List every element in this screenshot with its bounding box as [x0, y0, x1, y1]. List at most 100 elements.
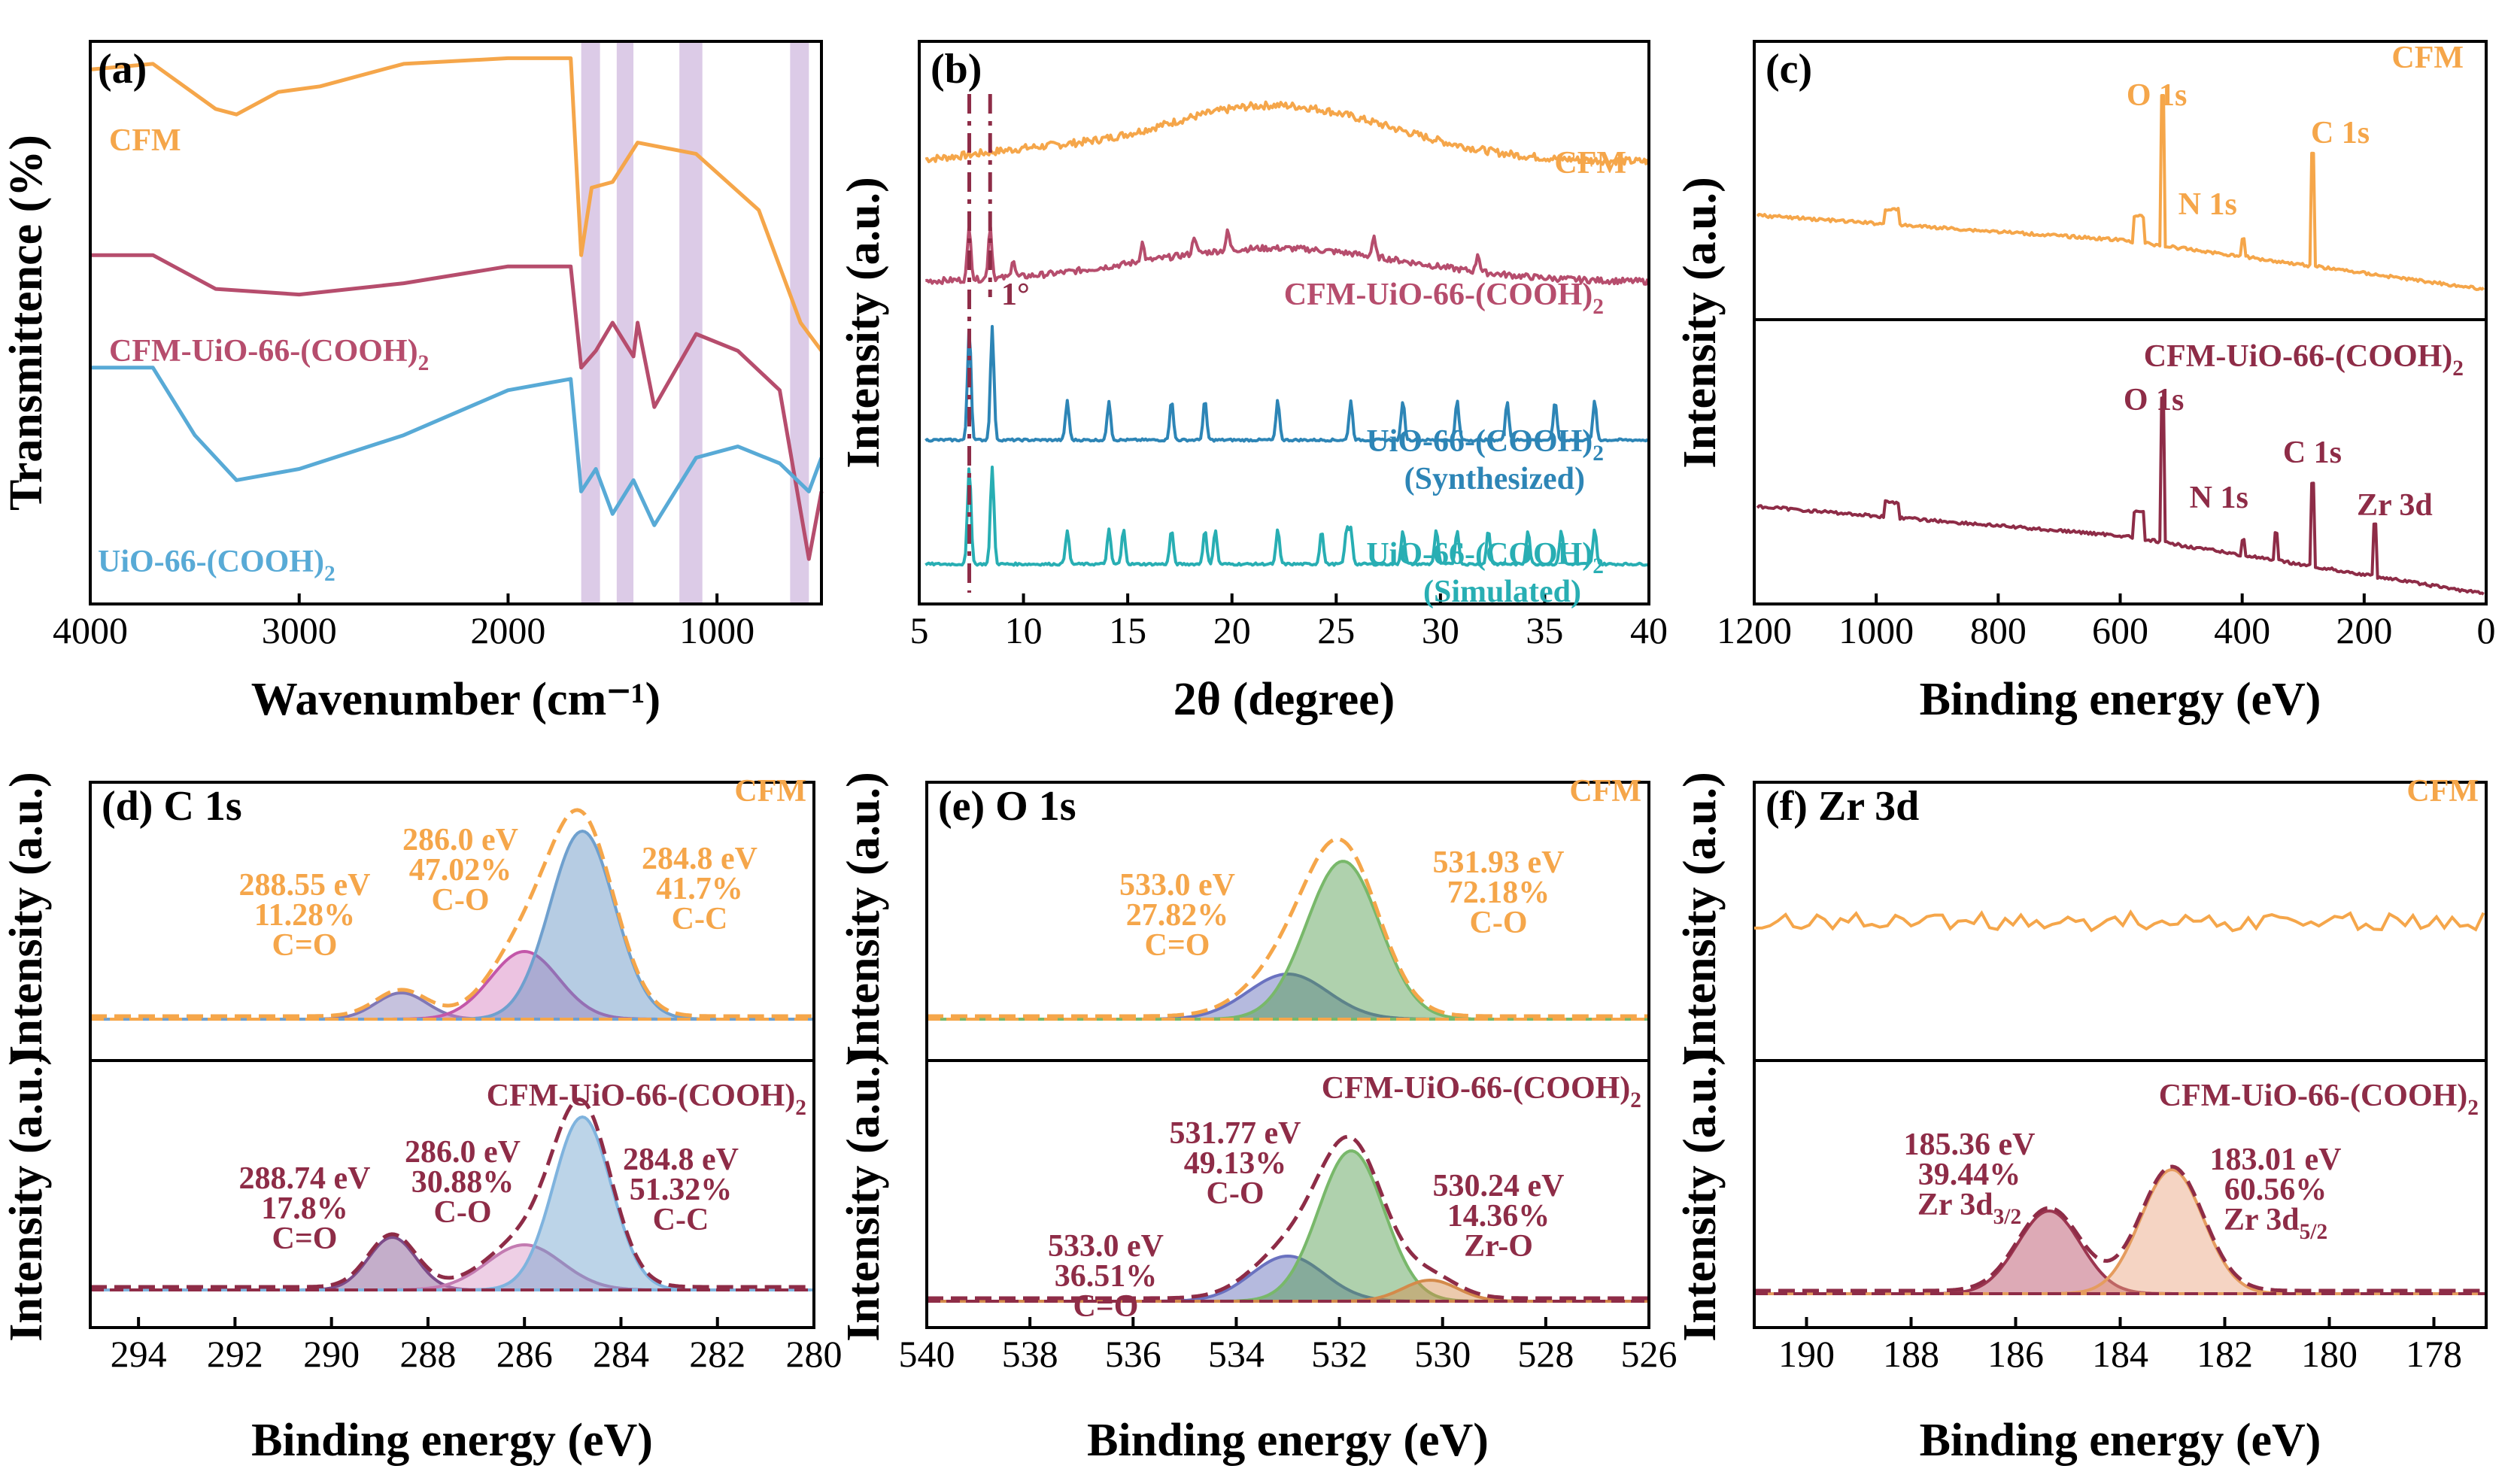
- panel-a-tick-label: 4000: [53, 609, 128, 651]
- panel-e-tick-label: 538: [1002, 1333, 1058, 1375]
- peak-energy: 286.0 eV: [402, 823, 518, 857]
- panel-f-ylabel-bottom: Intensity (a.u.): [1674, 1050, 1726, 1342]
- panel-c-ylabel: Intensity (a.u.): [1674, 177, 1726, 469]
- panel-b-ylabel: Intensity (a.u.): [838, 177, 889, 469]
- peak-fraction: 30.88%: [411, 1165, 515, 1200]
- panel-c-tick-label: 0: [2477, 609, 2496, 651]
- peak-fraction: 11.28%: [254, 898, 355, 933]
- highlight-band: [581, 41, 600, 604]
- fit-component: [90, 1243, 814, 1291]
- peak-fraction: 14.36%: [1447, 1199, 1550, 1234]
- panel-f-zr3d: 190 188 186 184 182 180 178 (f) Zr 3d CFM CFM-UiO…: [1674, 772, 2488, 1466]
- panel-a-frame: [89, 40, 823, 605]
- xrd-line: [925, 226, 1650, 286]
- series-label-synthesized: (Synthesized): [1404, 462, 1585, 496]
- panel-b-tick-label: 10: [1005, 609, 1043, 651]
- peak-energy: 533.0 eV: [1048, 1229, 1164, 1264]
- panel-e-tick-label: 540: [899, 1333, 955, 1375]
- panel-a-label: (a): [98, 46, 147, 93]
- xrd-line: [925, 325, 1649, 443]
- panel-b-tick-label: 20: [1213, 609, 1251, 651]
- panel-e-xlabel: Binding energy (eV): [1087, 1415, 1489, 1466]
- peak-bond: C-O: [432, 883, 490, 918]
- panel-c-xlabel: Binding energy (eV): [1920, 674, 2321, 725]
- peak-energy: 284.8 eV: [623, 1143, 739, 1177]
- panel-b-xrd: 5 10 15 20 25 30 35 40 (b) 1° CFM CFM-UiO-66-(COOH)…: [838, 40, 1668, 725]
- panel-d-ylabel-top: Intensity (a.u.): [1, 772, 52, 1064]
- panel-d-tick-label: 282: [689, 1333, 745, 1375]
- series-label-cfm: CFM: [2391, 41, 2464, 75]
- series-label-cfm-uio: CFM-UiO-66-(COOH)2: [487, 1079, 806, 1120]
- peak-energy: 533.0 eV: [1119, 868, 1235, 903]
- panel-d-tick-label: 286: [496, 1333, 553, 1375]
- peak-fraction: 47.02%: [409, 853, 512, 888]
- peak-fraction: 60.56%: [2224, 1173, 2327, 1207]
- fit-envelope: [1754, 1164, 2484, 1293]
- panel-b-tick-label: 30: [1422, 609, 1459, 651]
- peak-energy: 531.77 eV: [1170, 1116, 1301, 1151]
- peak-bond: C=O: [1073, 1289, 1139, 1324]
- ftir-line: [90, 56, 824, 352]
- peak-fraction: 36.51%: [1055, 1259, 1158, 1294]
- peak-bond: C=O: [272, 1221, 338, 1256]
- series-label-cfm: CFM: [109, 123, 181, 158]
- peak-energy: 530.24 eV: [1433, 1169, 1565, 1203]
- panel-d-ylabel-bottom: Intensity (a.u.): [1, 1050, 52, 1342]
- peak-energy: 531.93 eV: [1433, 845, 1565, 880]
- panel-f-xlabel: Binding energy (eV): [1920, 1415, 2321, 1466]
- xrd-line: [925, 466, 1648, 567]
- ftir-line: [90, 253, 824, 561]
- ftir-line: [90, 366, 824, 527]
- panel-d-label: (d) C 1s: [102, 783, 242, 830]
- peak-fraction: 51.32%: [630, 1173, 733, 1207]
- panel-d-tick-label: 284: [593, 1333, 649, 1375]
- panel-c-xps-survey: 1200 1000 800 600 400 200 0 (c) CFM O 1s N 1s C 1s C…: [1674, 40, 2496, 725]
- panel-c-label: (c): [1766, 46, 1812, 93]
- peak-bond: Zr 3d3/2: [1917, 1188, 2021, 1229]
- peak-bond: C-O: [434, 1195, 492, 1230]
- panel-e-o1s: 540 538 536 534 532 530 528 526 (e) O 1s CFM 533.0…: [838, 772, 1678, 1466]
- survey-line: [1756, 396, 2485, 596]
- peak-bond: C-C: [672, 902, 728, 936]
- fit-envelope: [927, 836, 1649, 1018]
- panel-c-tick-label: 200: [2336, 609, 2392, 651]
- series-label-cfm-uio: CFM-UiO-66-(COOH)2: [109, 334, 429, 375]
- panel-d-tick-label: 294: [111, 1333, 167, 1375]
- peak-fraction: 17.8%: [261, 1191, 348, 1226]
- panel-a-ftir: 4000 3000 2000 1000 (a) CFM CFM-UiO-66-(COOH)2…: [1, 40, 824, 725]
- panel-b-xlabel: 2θ (degree): [1174, 674, 1395, 725]
- panel-f-ylabel-top: Intensity (a.u.): [1674, 772, 1726, 1064]
- peak-fraction: 72.18%: [1447, 876, 1550, 910]
- series-label-cfm: CFM: [2406, 774, 2479, 809]
- panel-d-tick-label: 288: [399, 1333, 456, 1375]
- peak-bond: C=O: [1145, 928, 1210, 963]
- panel-d-tick-label: 292: [207, 1333, 263, 1375]
- panel-e-tick-label: 528: [1517, 1333, 1574, 1375]
- panel-f-label: (f) Zr 3d: [1766, 783, 1919, 830]
- panel-e-tick-label: 532: [1311, 1333, 1368, 1375]
- peak-energy: 183.01 eV: [2210, 1143, 2342, 1177]
- panel-a-xlabel: Wavenumber (cm⁻¹): [251, 674, 660, 725]
- series-label-cfm-uio: CFM-UiO-66-(COOH)2: [1322, 1071, 1641, 1112]
- peak-bond: C-C: [653, 1203, 709, 1237]
- panel-d-xlabel: Binding energy (eV): [251, 1415, 653, 1466]
- panel-c-tick-label: 1200: [1717, 609, 1792, 651]
- series-label-cfm-uio: CFM-UiO-66-(COOH)2: [2159, 1079, 2479, 1120]
- peak-label-o1s: O 1s: [2127, 78, 2188, 113]
- peak-fraction: 41.7%: [656, 872, 743, 906]
- series-label-simulated: (Simulated): [1423, 575, 1581, 609]
- peak-energy: 185.36 eV: [1904, 1127, 2036, 1162]
- panel-d-tick-label: 280: [786, 1333, 843, 1375]
- panel-e-tick-label: 530: [1414, 1333, 1471, 1375]
- fit-envelope: [927, 1134, 1649, 1300]
- panel-b-tick-label: 25: [1317, 609, 1355, 651]
- panel-b-tick-label: 15: [1109, 609, 1146, 651]
- panel-e-ylabel-bottom: Intensity (a.u.): [838, 1050, 889, 1342]
- panel-c-tick-label: 600: [2092, 609, 2148, 651]
- panel-b-frame: [918, 40, 1650, 605]
- peak-fraction: 39.44%: [1918, 1158, 2021, 1192]
- peak-bond: Zr 3d5/2: [2224, 1203, 2327, 1244]
- panel-f-tick-label: 188: [1883, 1333, 1939, 1375]
- fit-envelope: [90, 808, 812, 1018]
